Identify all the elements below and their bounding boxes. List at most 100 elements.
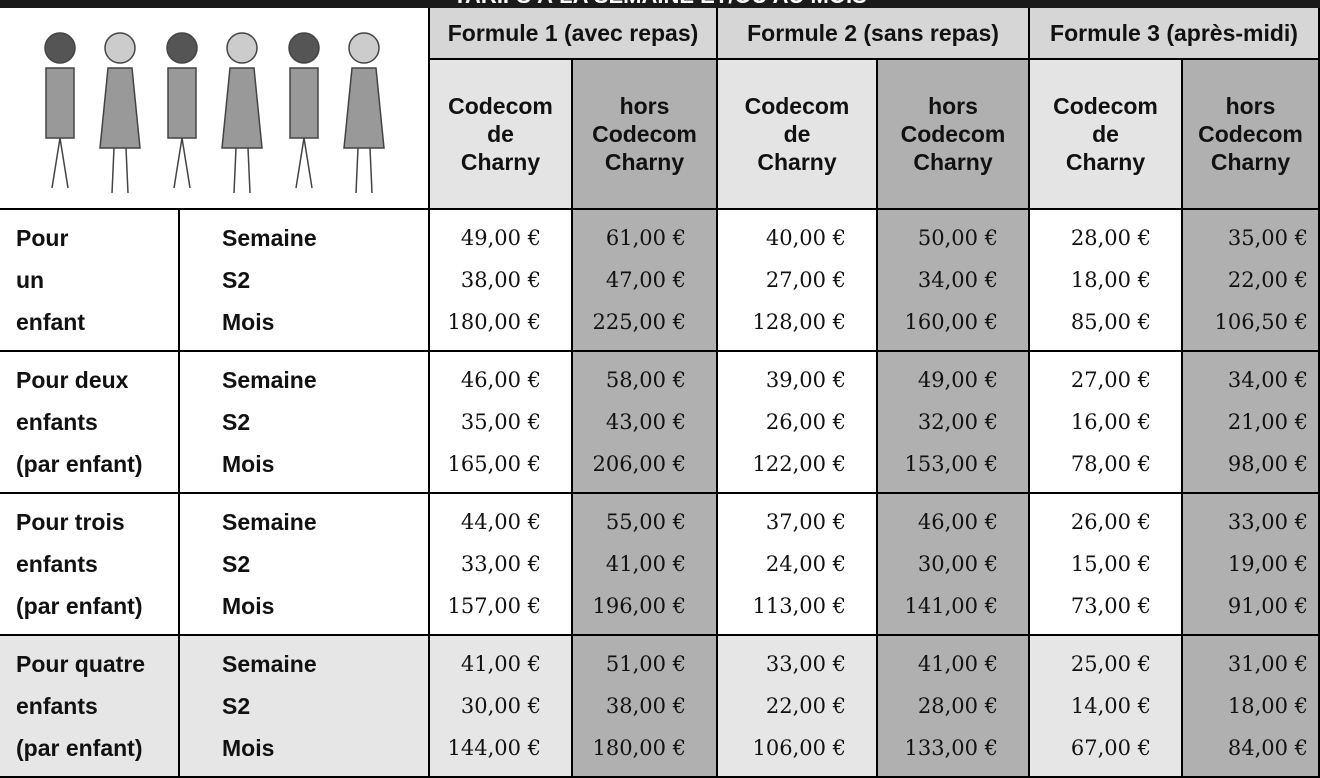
price: 196,00 € <box>592 594 686 618</box>
price-cell: 27,00 € 16,00 € 78,00 € <box>1030 352 1183 494</box>
formule-header: Formule 1 (avec repas) <box>430 8 718 60</box>
price: 43,00 € <box>605 410 686 434</box>
price: 73,00 € <box>1070 594 1151 618</box>
price: 225,00 € <box>592 310 686 334</box>
period: Semaine <box>222 509 317 535</box>
price: 49,00 € <box>917 368 998 392</box>
price: 55,00 € <box>605 510 686 534</box>
price: 141,00 € <box>904 594 998 618</box>
price: 18,00 € <box>1070 268 1151 292</box>
price: 113,00 € <box>752 594 846 618</box>
price: 78,00 € <box>1070 452 1151 476</box>
period: S2 <box>222 693 251 719</box>
price: 47,00 € <box>605 268 686 292</box>
period: S2 <box>222 267 251 293</box>
column-header-line: Charny <box>460 149 541 175</box>
price-cell: 49,00 € 32,00 € 153,00 € <box>878 352 1030 494</box>
price-cell: 41,00 € 30,00 € 144,00 € <box>430 636 573 778</box>
group-label-line: enfants <box>16 693 98 719</box>
price: 106,50 € <box>1214 310 1308 334</box>
price: 157,00 € <box>447 594 541 618</box>
column-header-line: de <box>1092 121 1119 147</box>
price: 180,00 € <box>447 310 541 334</box>
group-label-line: Pour trois <box>16 509 125 535</box>
price: 91,00 € <box>1227 594 1308 618</box>
price: 27,00 € <box>1070 368 1151 392</box>
price: 37,00 € <box>765 510 846 534</box>
title-bar: TARIFS À LA SEMAINE ET/OU AU MOIS <box>0 0 1320 8</box>
column-header-line: Charny <box>1210 149 1291 175</box>
children-drawing <box>44 32 385 194</box>
price: 41,00 € <box>605 552 686 576</box>
price-cell: 44,00 € 33,00 € 157,00 € <box>430 494 573 636</box>
price-cell: 26,00 € 15,00 € 73,00 € <box>1030 494 1183 636</box>
price: 15,00 € <box>1070 552 1151 576</box>
column-header: hors Codecom Charny <box>1183 60 1320 210</box>
column-header-line: hors <box>1225 93 1276 119</box>
price: 31,00 € <box>1227 652 1308 676</box>
column-header-line: hors <box>928 93 978 119</box>
price: 34,00 € <box>917 268 998 292</box>
price-cell: 31,00 € 18,00 € 84,00 € <box>1183 636 1320 778</box>
price: 61,00 € <box>605 226 686 250</box>
formule-header: Formule 3 (après-midi) <box>1030 8 1320 60</box>
price: 41,00 € <box>460 652 541 676</box>
price: 35,00 € <box>460 410 541 434</box>
column-header-line: Codecom <box>1198 121 1303 147</box>
price: 40,00 € <box>765 226 846 250</box>
period: Semaine <box>222 367 317 393</box>
price: 38,00 € <box>605 694 686 718</box>
group-label: Pour quatre enfants (par enfant) <box>0 636 180 778</box>
price: 33,00 € <box>460 552 541 576</box>
price: 85,00 € <box>1070 310 1151 334</box>
price: 33,00 € <box>1227 510 1308 534</box>
group-label-line: un <box>16 267 45 293</box>
column-header-line: de <box>783 121 811 147</box>
price-cell: 46,00 € 30,00 € 141,00 € <box>878 494 1030 636</box>
column-header-line: Codecom <box>448 93 553 119</box>
price: 98,00 € <box>1227 452 1308 476</box>
column-header-line: Charny <box>757 149 837 175</box>
group-label: Pour trois enfants (par enfant) <box>0 494 180 636</box>
price: 144,00 € <box>447 736 541 760</box>
price-cell: 40,00 € 27,00 € 128,00 € <box>718 210 878 352</box>
price: 19,00 € <box>1227 552 1308 576</box>
group-label: Pour un enfant <box>0 210 180 352</box>
price-cell: 51,00 € 38,00 € 180,00 € <box>573 636 718 778</box>
column-header-line: Codecom <box>900 121 1006 147</box>
period: Mois <box>222 309 275 335</box>
price: 44,00 € <box>460 510 541 534</box>
period-cell: Semaine S2 Mois <box>180 636 430 778</box>
price: 67,00 € <box>1070 736 1151 760</box>
price: 84,00 € <box>1227 736 1308 760</box>
price: 106,00 € <box>752 736 846 760</box>
price: 38,00 € <box>460 268 541 292</box>
price-cell: 49,00 € 38,00 € 180,00 € <box>430 210 573 352</box>
period: S2 <box>222 551 251 577</box>
price: 206,00 € <box>592 452 686 476</box>
price: 22,00 € <box>765 694 846 718</box>
column-header: Codecom de Charny <box>430 60 573 210</box>
group-label-line: (par enfant) <box>16 593 143 619</box>
price-cell: 46,00 € 35,00 € 165,00 € <box>430 352 573 494</box>
column-header: hors Codecom Charny <box>878 60 1030 210</box>
illustration-cell <box>0 8 430 210</box>
group-label-line: Pour <box>16 225 69 251</box>
group-label-line: (par enfant) <box>16 451 143 477</box>
group-label-line: (par enfant) <box>16 735 143 761</box>
column-header: Codecom de Charny <box>1030 60 1183 210</box>
price: 27,00 € <box>765 268 846 292</box>
group-label-line: enfants <box>16 551 98 577</box>
column-header: hors Codecom Charny <box>573 60 718 210</box>
price: 21,00 € <box>1227 410 1308 434</box>
price-cell: 33,00 € 19,00 € 91,00 € <box>1183 494 1320 636</box>
period: Semaine <box>222 225 317 251</box>
column-header-line: Codecom <box>592 121 697 147</box>
column-header-line: de <box>487 121 514 147</box>
price: 51,00 € <box>605 652 686 676</box>
price: 30,00 € <box>917 552 998 576</box>
price: 25,00 € <box>1070 652 1151 676</box>
price: 24,00 € <box>765 552 846 576</box>
price: 18,00 € <box>1227 694 1308 718</box>
group-label-line: Pour quatre <box>16 651 146 677</box>
